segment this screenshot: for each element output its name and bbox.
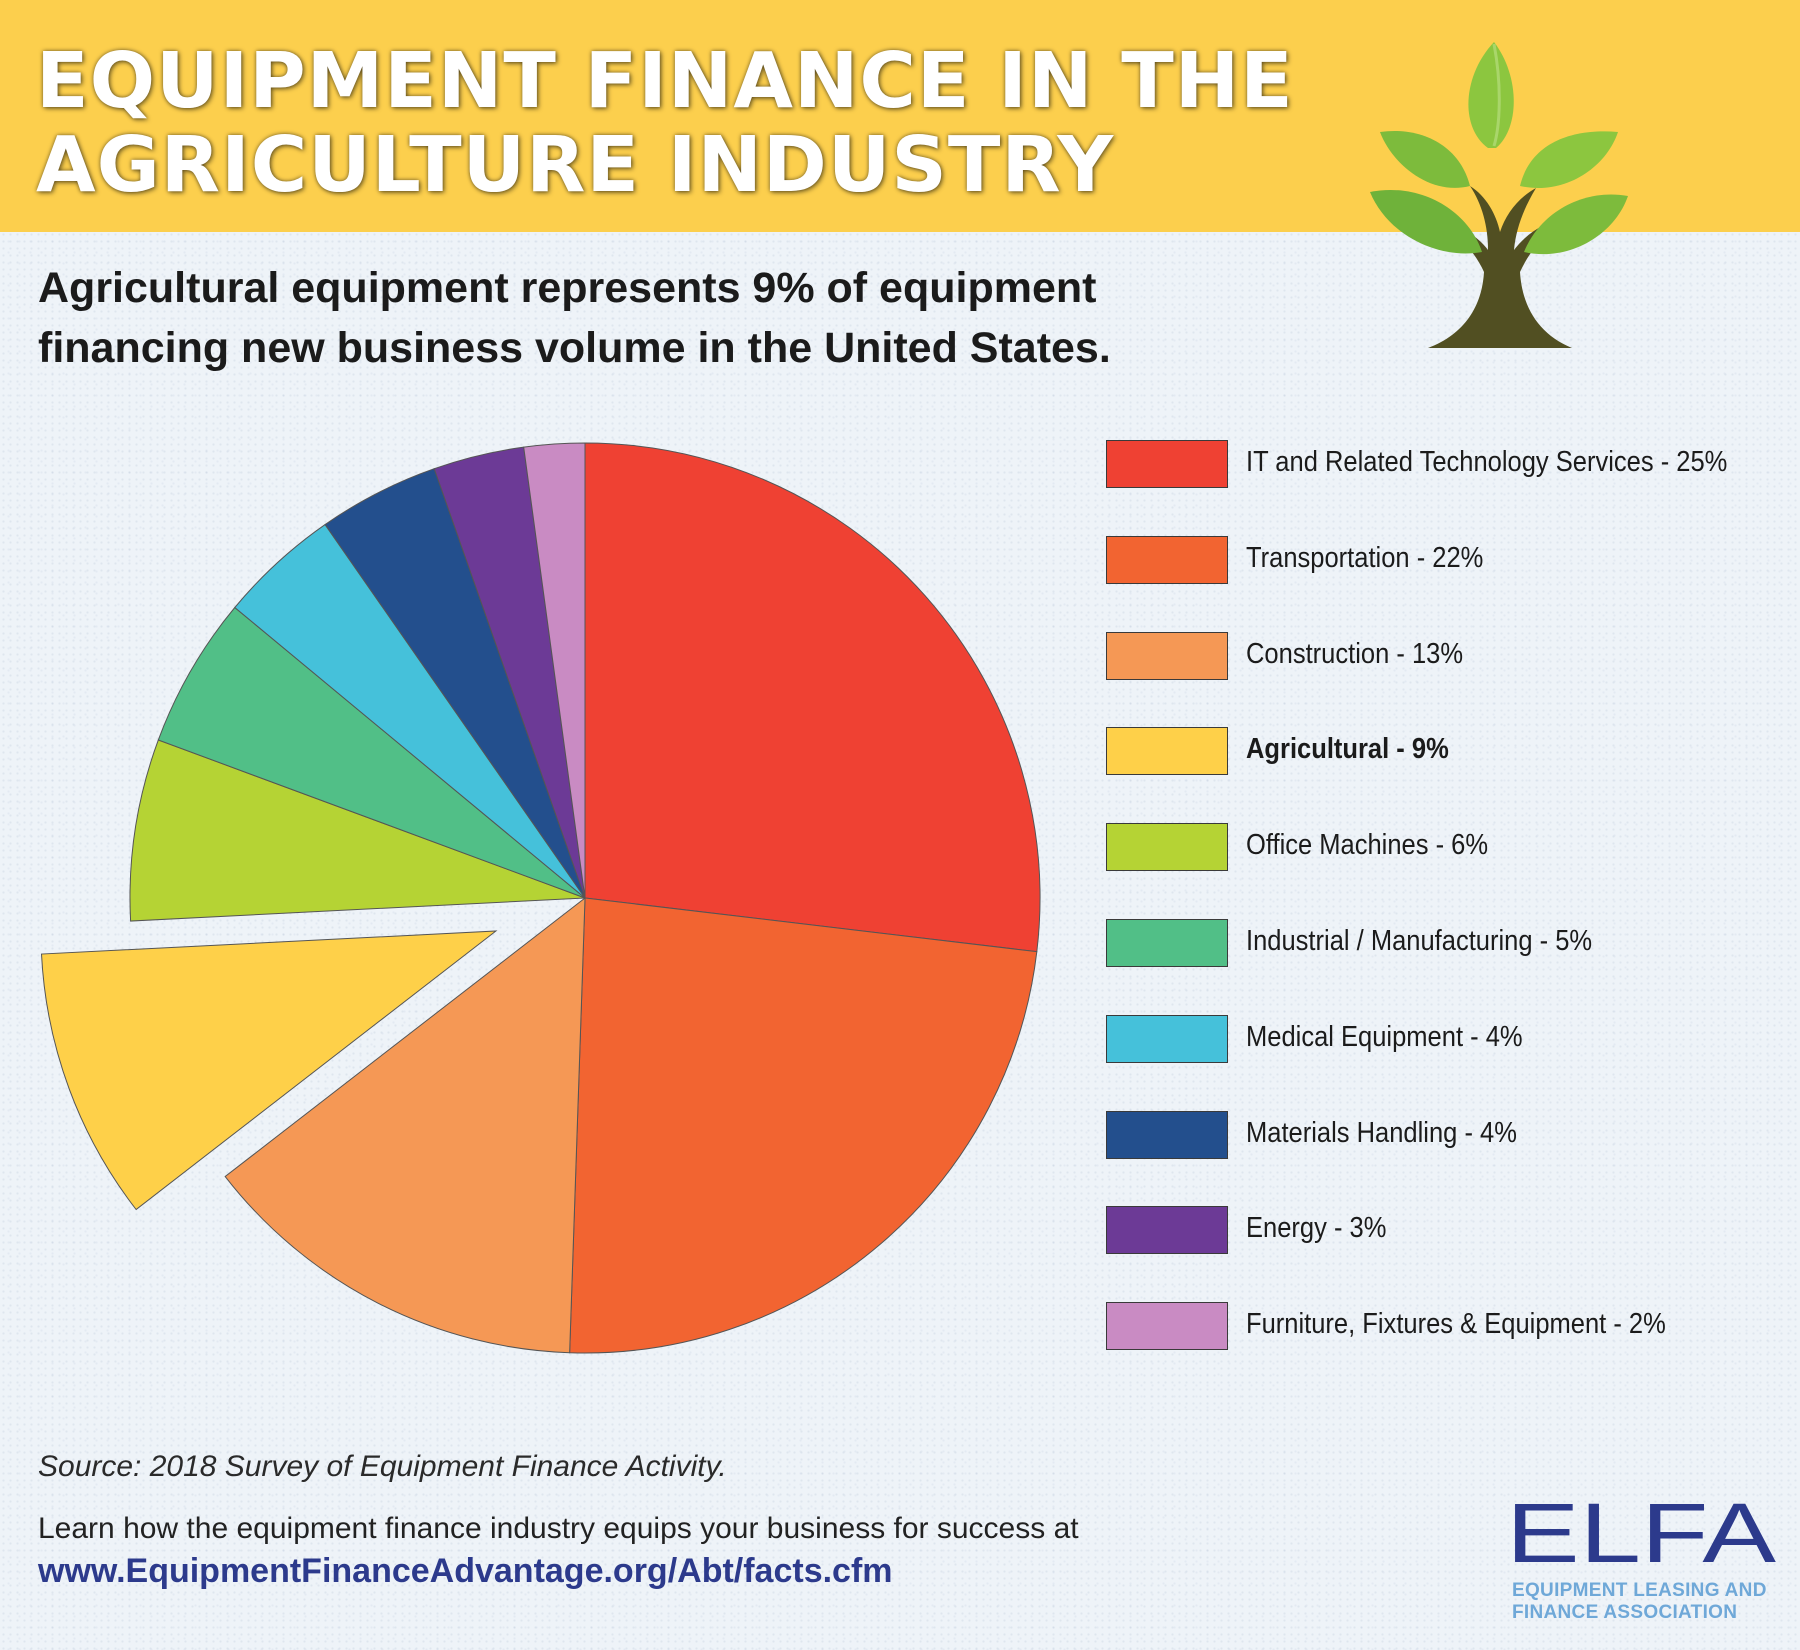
pie-slice-0 <box>584 442 1041 953</box>
legend-item: Agricultural - 9% <box>1106 725 1786 777</box>
logo-tagline-2: FINANCE ASSOCIATION <box>1512 1602 1738 1623</box>
logo-tagline-1: EQUIPMENT LEASING AND <box>1512 1580 1767 1601</box>
legend-swatch <box>1106 1302 1228 1351</box>
subtitle-line-1: Agricultural equipment represents 9% of … <box>38 264 1097 312</box>
legend-swatch <box>1106 535 1228 584</box>
website-link[interactable]: www.EquipmentFinanceAdvantage.org/Abt/fa… <box>38 1552 893 1590</box>
legend-label: Energy - 3% <box>1246 1212 1387 1245</box>
legend-label: IT and Related Technology Services - 25% <box>1246 446 1728 478</box>
legend-label: Furniture, Fixtures & Equipment - 2% <box>1246 1308 1666 1341</box>
pie-slice-1 <box>569 897 1038 1354</box>
legend-label: Transportation - 22% <box>1246 541 1484 574</box>
legend-item: Construction - 13% <box>1106 630 1786 682</box>
legend-item: Office Machines - 6% <box>1106 821 1786 873</box>
pie-slice-9 <box>523 442 586 899</box>
legend-item: Medical Equipment - 4% <box>1106 1013 1786 1065</box>
tree-icon <box>1370 42 1628 348</box>
title-line-1: EQUIPMENT FINANCE IN THE <box>36 37 1294 126</box>
pie-chart <box>40 442 1041 1354</box>
title-line-2: AGRICULTURE INDUSTRY <box>36 121 1115 210</box>
source-note: Source: 2018 Survey of Equipment Finance… <box>38 1450 727 1483</box>
legend-item: Energy - 3% <box>1106 1204 1786 1256</box>
legend-label: Agricultural - 9% <box>1246 733 1449 766</box>
legend-label: Medical Equipment - 4% <box>1246 1020 1523 1053</box>
subtitle-line-2: financing new business volume in the Uni… <box>38 324 1111 372</box>
legend-label: Office Machines - 6% <box>1246 829 1489 862</box>
legend-swatch <box>1106 823 1228 872</box>
legend-item: Materials Handling - 4% <box>1106 1109 1786 1161</box>
legend-label: Construction - 13% <box>1246 637 1464 670</box>
pie-slice-4 <box>129 739 586 922</box>
legend-swatch <box>1106 1206 1228 1255</box>
legend-label: Industrial / Manufacturing - 5% <box>1246 925 1593 957</box>
pie-slice-3 <box>40 930 498 1211</box>
pie-slice-5 <box>157 606 586 899</box>
legend-item: IT and Related Technology Services - 25% <box>1106 438 1786 490</box>
legend-swatch <box>1106 727 1228 776</box>
legend-swatch <box>1106 1110 1228 1159</box>
legend-label: Materials Handling - 4% <box>1246 1116 1517 1149</box>
legend-swatch <box>1106 440 1228 488</box>
legend-swatch <box>1106 1014 1228 1063</box>
subtitle: Agricultural equipment represents 9% of … <box>38 258 1308 378</box>
svg-text:ELFA: ELFA <box>1506 1490 1776 1576</box>
learn-more-text: Learn how the equipment finance industry… <box>38 1512 1079 1545</box>
page-title: EQUIPMENT FINANCE IN THE AGRICULTURE IND… <box>36 40 1356 208</box>
legend-item: Industrial / Manufacturing - 5% <box>1106 917 1786 969</box>
elfa-logo: ELFA EQUIPMENT LEASING AND FINANCE ASSOC… <box>1506 1490 1786 1630</box>
elfa-wordmark: ELFA <box>1506 1490 1776 1576</box>
legend-swatch <box>1106 631 1228 680</box>
legend-item: Furniture, Fixtures & Equipment - 2% <box>1106 1300 1786 1352</box>
legend-item: Transportation - 22% <box>1106 534 1786 586</box>
pie-slice-2 <box>224 896 586 1354</box>
legend-swatch <box>1106 919 1228 967</box>
